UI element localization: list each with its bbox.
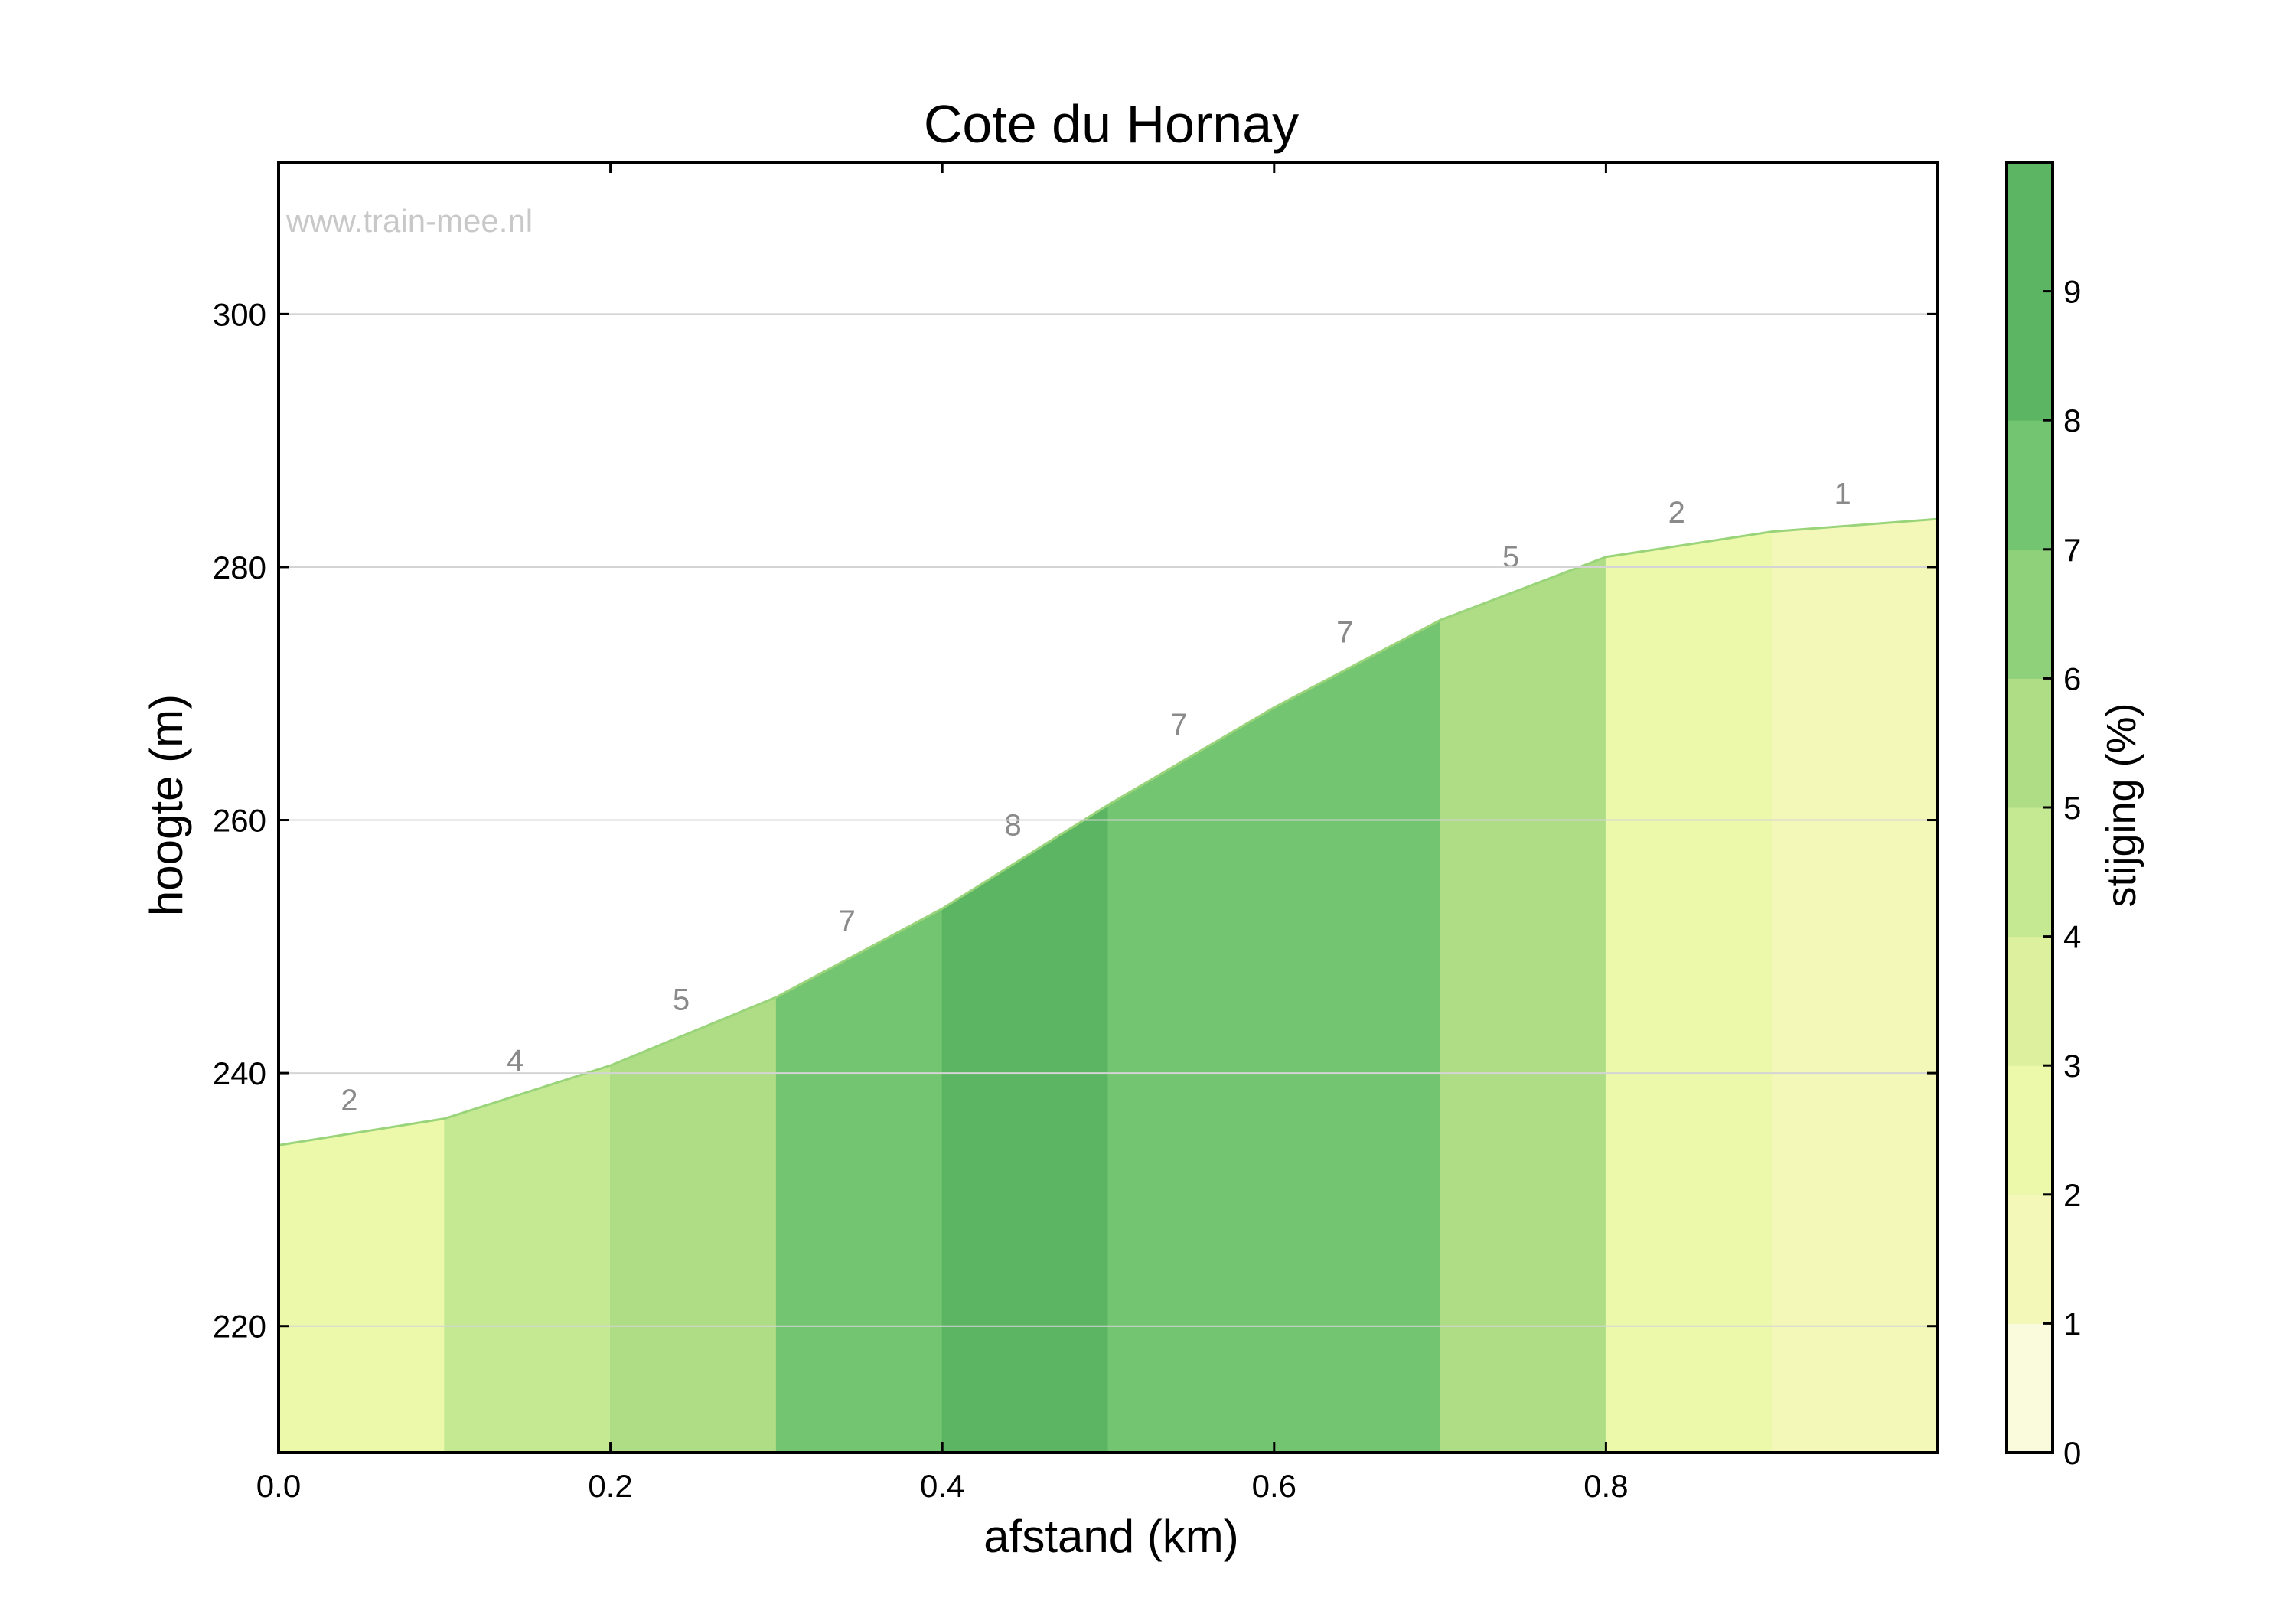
colorbar-band-9	[2007, 162, 2053, 292]
segment-label-6: 7	[1170, 708, 1187, 742]
profile-line	[278, 517, 1939, 1146]
colorbar-tick-label-3: 3	[2063, 1048, 2081, 1084]
gradient-segment-4	[775, 908, 943, 1453]
segment-label-4: 7	[839, 905, 856, 938]
plot-border	[277, 161, 1939, 1454]
gradient-segment-3	[610, 996, 777, 1453]
segment-label-1: 2	[341, 1084, 357, 1117]
plot-area: 2 4 5 7 8 7 7 5 2 1	[278, 477, 1939, 1453]
x-tick-label-0.6: 0.6	[1252, 1468, 1296, 1504]
colorbar-tick-label-2: 2	[2063, 1177, 2081, 1213]
colorbar-band-1	[2007, 1194, 2053, 1324]
gradient-segment-2	[444, 1065, 612, 1453]
colorbar-band-3	[2007, 936, 2053, 1066]
x-tick-label-0.0: 0.0	[256, 1468, 301, 1504]
y-tick-label-300: 300	[213, 296, 266, 332]
gradient-segment-6	[1107, 706, 1275, 1453]
gradient-segment-10	[1771, 518, 1939, 1453]
colorbar-tick-label-0: 0	[2063, 1435, 2081, 1471]
colorbar-tick-label-8: 8	[2063, 403, 2081, 439]
colorbar-band-0	[2007, 1323, 2053, 1453]
y-axis-label: hoogte (m)	[141, 694, 192, 916]
x-tick-label-0.2: 0.2	[588, 1468, 632, 1504]
chart-title: Cote du Hornay	[924, 94, 1299, 154]
x-axis-label: afstand (km)	[983, 1511, 1238, 1562]
colorbar-band-6	[2007, 549, 2053, 679]
axes: 220 240 260 280 300 0.0 0.2 0.4 0.6 0.8	[213, 162, 1938, 1504]
colorbar-band-4	[2007, 807, 2053, 938]
segment-label-9: 2	[1668, 496, 1685, 530]
watermark: www.train-mee.nl	[285, 203, 533, 239]
colorbar-label: stijging (%)	[2099, 703, 2144, 907]
colorbar-tick-label-5: 5	[2063, 790, 2081, 826]
gradient-segment-1	[278, 1118, 445, 1453]
colorbar-tick-label-9: 9	[2063, 274, 2081, 310]
y-tick-label-220: 220	[213, 1309, 266, 1345]
colorbar-tick-label-4: 4	[2063, 919, 2081, 955]
grid-lines	[279, 313, 1938, 1327]
segment-label-7: 7	[1336, 615, 1353, 649]
colorbar-band-5	[2007, 678, 2053, 808]
colorbar-band-2	[2007, 1065, 2053, 1195]
y-tick-label-260: 260	[213, 803, 266, 839]
segment-label-2: 4	[507, 1044, 523, 1078]
colorbar-band-7	[2007, 420, 2053, 550]
colorbar-tick-label-1: 1	[2063, 1306, 2081, 1342]
gradient-segment-7	[1274, 619, 1441, 1453]
segment-label-10: 1	[1834, 477, 1851, 510]
segment-label-8: 5	[1502, 540, 1519, 574]
y-tick-label-240: 240	[213, 1055, 266, 1091]
gradient-segment-9	[1605, 531, 1773, 1453]
x-tick-label-0.8: 0.8	[1583, 1468, 1628, 1504]
gradient-segment-5	[941, 804, 1109, 1453]
segment-label-5: 8	[1004, 808, 1021, 842]
x-tick-label-0.4: 0.4	[920, 1468, 964, 1504]
colorbar-tick-label-7: 7	[2063, 532, 2081, 568]
gradient-segment-8	[1440, 556, 1606, 1453]
y-tick-label-280: 280	[213, 550, 266, 585]
plot-frame	[277, 161, 1939, 1454]
colorbar-band-8	[2007, 291, 2053, 421]
colorbar-tick-label-6: 6	[2063, 660, 2081, 696]
colorbar: 0 1 2 3 4 5 6 7 8 9	[2005, 161, 2081, 1471]
segment-label-3: 5	[673, 983, 690, 1017]
